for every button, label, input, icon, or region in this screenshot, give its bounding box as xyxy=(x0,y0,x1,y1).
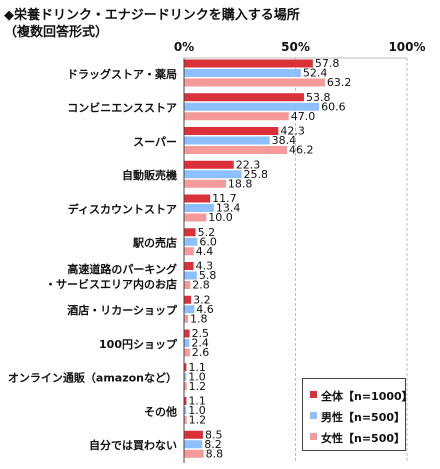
bar xyxy=(184,348,190,357)
data-label: 8.5 xyxy=(205,428,223,441)
bar xyxy=(184,136,270,145)
bar xyxy=(184,449,204,458)
bar xyxy=(184,179,226,188)
bar xyxy=(184,416,187,424)
data-label: 2.8 xyxy=(192,279,210,292)
category-label: コンビニエンスストア xyxy=(67,101,177,115)
bar xyxy=(184,146,288,154)
data-label: 8.8 xyxy=(206,447,224,460)
bar xyxy=(184,397,187,405)
legend-label-total: 全体【n=1000】 xyxy=(321,390,413,403)
x-tick-label: 0% xyxy=(174,40,194,54)
category-label: 酒店・リカーショップ xyxy=(67,303,178,317)
bar xyxy=(184,102,320,111)
data-label: 1.1 xyxy=(188,395,206,408)
bar xyxy=(184,160,234,169)
data-label: 1.0 xyxy=(188,370,206,383)
data-label: 4.4 xyxy=(196,245,214,258)
bar xyxy=(184,213,207,222)
bar xyxy=(184,406,187,415)
data-label: 8.2 xyxy=(204,438,222,451)
data-label: 13.4 xyxy=(216,202,241,215)
legend-label-male: 男性【n=500】 xyxy=(321,411,406,424)
legend-swatch-total xyxy=(310,391,317,398)
data-label: 11.7 xyxy=(212,192,237,205)
bar xyxy=(184,204,214,212)
category-label: 100円ショップ xyxy=(99,337,178,351)
bar xyxy=(184,281,191,289)
legend-label-female: 女性【n=500】 xyxy=(321,432,406,445)
bar xyxy=(184,262,194,270)
bar xyxy=(184,228,196,237)
bar xyxy=(184,305,195,314)
chart-title: ◆栄養ドリンク・エナジードリンクを購入する場所 xyxy=(4,8,300,23)
data-label: 5.8 xyxy=(199,269,217,282)
category-label: 自動販売機 xyxy=(122,168,177,182)
data-label: 2.5 xyxy=(192,327,210,340)
bar xyxy=(184,440,203,449)
data-label: 63.2 xyxy=(327,76,352,89)
data-label: 60.6 xyxy=(321,100,346,113)
data-label: 57.8 xyxy=(315,57,340,70)
data-label: 22.3 xyxy=(236,158,261,171)
bar xyxy=(184,430,203,439)
category-label: 高速道路のパーキング xyxy=(67,262,177,276)
x-tick-label: 50% xyxy=(281,40,310,54)
data-label: 1.2 xyxy=(189,380,207,393)
bar xyxy=(184,314,189,323)
bar xyxy=(184,295,192,304)
bar xyxy=(184,59,313,68)
data-label: 1.0 xyxy=(188,404,206,417)
data-label: 52.4 xyxy=(303,67,328,80)
bar xyxy=(184,69,301,77)
data-label: 1.8 xyxy=(190,312,208,325)
category-label: ディスカウントストア xyxy=(68,202,177,216)
data-label: 18.8 xyxy=(228,177,253,190)
category-label: ドラッグストア・薬局 xyxy=(67,67,177,81)
data-label: 25.8 xyxy=(244,168,269,181)
data-label: 5.2 xyxy=(198,226,216,239)
bar xyxy=(184,339,190,347)
bar xyxy=(184,170,242,179)
bar xyxy=(184,372,187,381)
legend-swatch-female xyxy=(310,433,317,440)
data-label: 3.2 xyxy=(193,293,211,306)
data-label: 4.6 xyxy=(196,303,214,316)
bar xyxy=(184,363,187,372)
data-label: 53.8 xyxy=(306,91,331,104)
bar xyxy=(184,237,198,246)
data-label: 6.0 xyxy=(199,235,217,248)
data-label: 1.1 xyxy=(188,361,206,374)
bar xyxy=(184,247,194,256)
bar xyxy=(184,382,187,391)
x-tick-label: 100% xyxy=(388,40,425,54)
category-label: 自分では買わない xyxy=(89,438,177,452)
category-label: その他 xyxy=(144,404,177,418)
category-label: オンライン通販（amazonなど） xyxy=(8,371,177,385)
chart-subtitle: （複数回答形式） xyxy=(4,25,109,40)
data-label: 42.3 xyxy=(280,125,305,138)
bar xyxy=(184,127,279,135)
data-label: 1.2 xyxy=(189,414,207,427)
bar xyxy=(184,271,197,280)
category-label: スーパー xyxy=(133,135,177,148)
bar xyxy=(184,93,304,102)
data-label: 4.3 xyxy=(196,260,214,273)
data-label: 2.4 xyxy=(191,337,209,350)
legend-swatch-male xyxy=(310,412,317,419)
bar xyxy=(184,329,190,338)
category-label: ・サービスエリア内のお店 xyxy=(45,277,177,291)
data-label: 46.2 xyxy=(289,144,314,157)
category-label: 駅の売店 xyxy=(132,236,177,250)
bar xyxy=(184,78,325,87)
data-label: 38.4 xyxy=(272,134,297,147)
bar xyxy=(184,194,211,203)
legend: 全体【n=1000】 男性【n=500】 女性【n=500】 xyxy=(302,378,413,451)
data-label: 10.0 xyxy=(208,211,233,224)
data-label: 47.0 xyxy=(291,110,316,123)
data-label: 2.6 xyxy=(192,346,210,359)
bar xyxy=(184,112,289,121)
